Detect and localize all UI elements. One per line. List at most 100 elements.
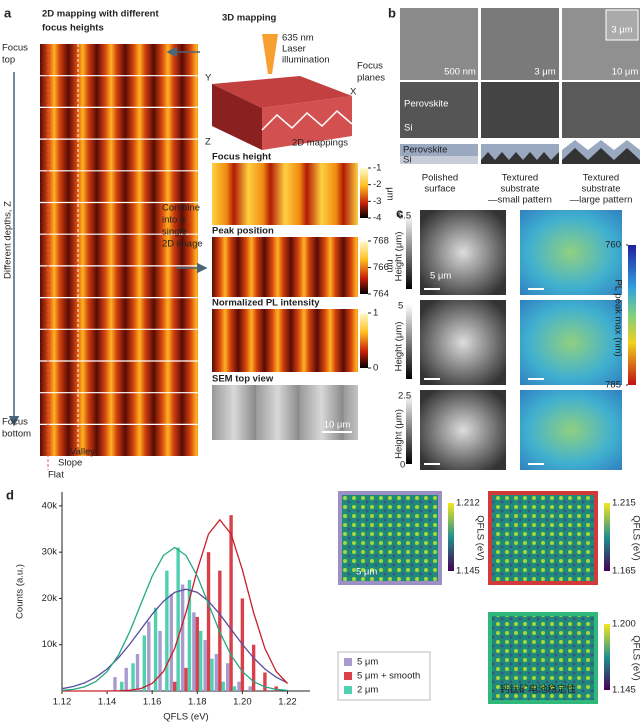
label: bottom: [2, 429, 31, 440]
label: Si: [403, 155, 411, 166]
colorbar-max: 1.200: [612, 619, 636, 630]
height-max: 2.5: [398, 391, 411, 402]
bar: [147, 621, 151, 691]
bar: [131, 663, 135, 691]
bar: [192, 612, 196, 691]
bar: [225, 663, 230, 691]
colorbar: [448, 503, 454, 571]
block-top: [212, 76, 352, 108]
x-tick-label: 1.18: [188, 697, 207, 708]
colorbar: [628, 245, 636, 385]
y-label: Counts (a.u.): [15, 564, 26, 619]
legend-swatch: [344, 672, 352, 680]
histogram: 10k 20k 30k 40k 1.12 1.14 1.16 1.18 1.20 1.22 QFLS…: [15, 492, 431, 723]
bar: [173, 681, 177, 691]
schematic: [481, 152, 559, 164]
bar: [210, 658, 214, 691]
block-side: [212, 84, 262, 150]
label: Flat: [48, 470, 64, 481]
colorbar-min: 1.145: [612, 685, 636, 696]
bar: [135, 653, 140, 691]
label: Perovskite: [404, 99, 448, 110]
panel-c: 6.5 Height (μm) 5 Height (μm) 2.5 Height (μm)…: [394, 210, 628, 471]
panel-label: a: [4, 5, 12, 20]
label: top: [2, 55, 15, 66]
map: [212, 309, 358, 372]
bar: [120, 681, 124, 691]
label: Perovskite: [403, 145, 447, 156]
separators: [40, 75, 198, 425]
height-map: [420, 210, 506, 295]
bar: [195, 616, 199, 691]
label: Focus: [2, 43, 28, 54]
cross-section: [400, 82, 478, 138]
colorbar-unit: QFLS (eV): [630, 635, 640, 680]
colorbar-max: 1.212: [456, 498, 480, 509]
panel-title: focus heights: [42, 23, 104, 34]
height-zero: 0: [400, 460, 405, 471]
bar: [232, 686, 237, 691]
height-max: 6.5: [398, 211, 411, 222]
sem: [400, 8, 478, 80]
bar: [229, 515, 233, 691]
caption: substrate: [500, 184, 539, 195]
y-tick-label: 20k: [42, 593, 58, 604]
bar: [124, 667, 128, 691]
bar: [184, 667, 188, 691]
watermark: 钙钛矿电池稳定性: [500, 684, 577, 696]
legend-label: 5 μm: [357, 657, 378, 668]
inset: [605, 9, 639, 41]
scale: 5 μm: [430, 271, 451, 282]
bar: [214, 653, 219, 691]
x-tick-label: 1.14: [98, 697, 117, 708]
scale: 10 μm: [324, 420, 351, 431]
panel-label: c: [396, 205, 403, 220]
sem: [481, 8, 559, 80]
height-max: 5: [398, 301, 403, 312]
map: [212, 237, 358, 297]
axis-label: Different depths, Z: [3, 201, 14, 279]
title: 3D mapping: [222, 13, 277, 24]
label: Si: [404, 123, 412, 134]
panel-d-maps: 1.212 1.145 QFLS (eV) 1.215 1.165 QFLS (eV) 1.…: [338, 491, 640, 704]
x-tick-label: 1.22: [278, 697, 297, 708]
bar: [158, 630, 162, 691]
label: Laser: [282, 44, 306, 55]
height-label: Height (μm): [394, 409, 405, 459]
panel-label: b: [388, 5, 396, 20]
height-map: [420, 300, 506, 385]
label: Combine: [162, 203, 200, 214]
colorbar-tick-label: 766: [373, 262, 389, 273]
bar: [203, 640, 207, 691]
scale: 500 nm: [444, 67, 476, 78]
bar: [263, 672, 267, 691]
unit: PL peak max (nm): [612, 279, 623, 356]
bar: [180, 584, 185, 691]
bar: [187, 579, 192, 691]
colorbar-min: 1.165: [612, 566, 636, 577]
colorbar-tick-label: 768: [373, 236, 389, 247]
caption: surface: [424, 184, 455, 195]
legend-box: [337, 651, 431, 701]
unit: μm: [384, 187, 395, 200]
fit-curve: [61, 546, 288, 692]
map-title: SEM top view: [212, 374, 274, 385]
bar: [176, 547, 180, 691]
x-tick-label: 1.20: [233, 697, 252, 708]
colorbar: [360, 241, 368, 294]
bar: [142, 635, 147, 691]
caption: substrate: [581, 184, 620, 195]
bar: [153, 607, 158, 691]
schematic: [400, 156, 478, 164]
height-colorbar: [406, 304, 412, 379]
fit-curve: [62, 518, 288, 692]
scale: 3 μm: [611, 25, 632, 36]
x-label: QFLS (eV): [163, 712, 208, 722]
label: Focus: [357, 61, 383, 72]
laser: [262, 34, 278, 74]
colorbar-min: 1.145: [456, 566, 480, 577]
label: Focus: [2, 417, 28, 428]
bar: [169, 593, 174, 691]
legend-swatch: [344, 658, 352, 666]
